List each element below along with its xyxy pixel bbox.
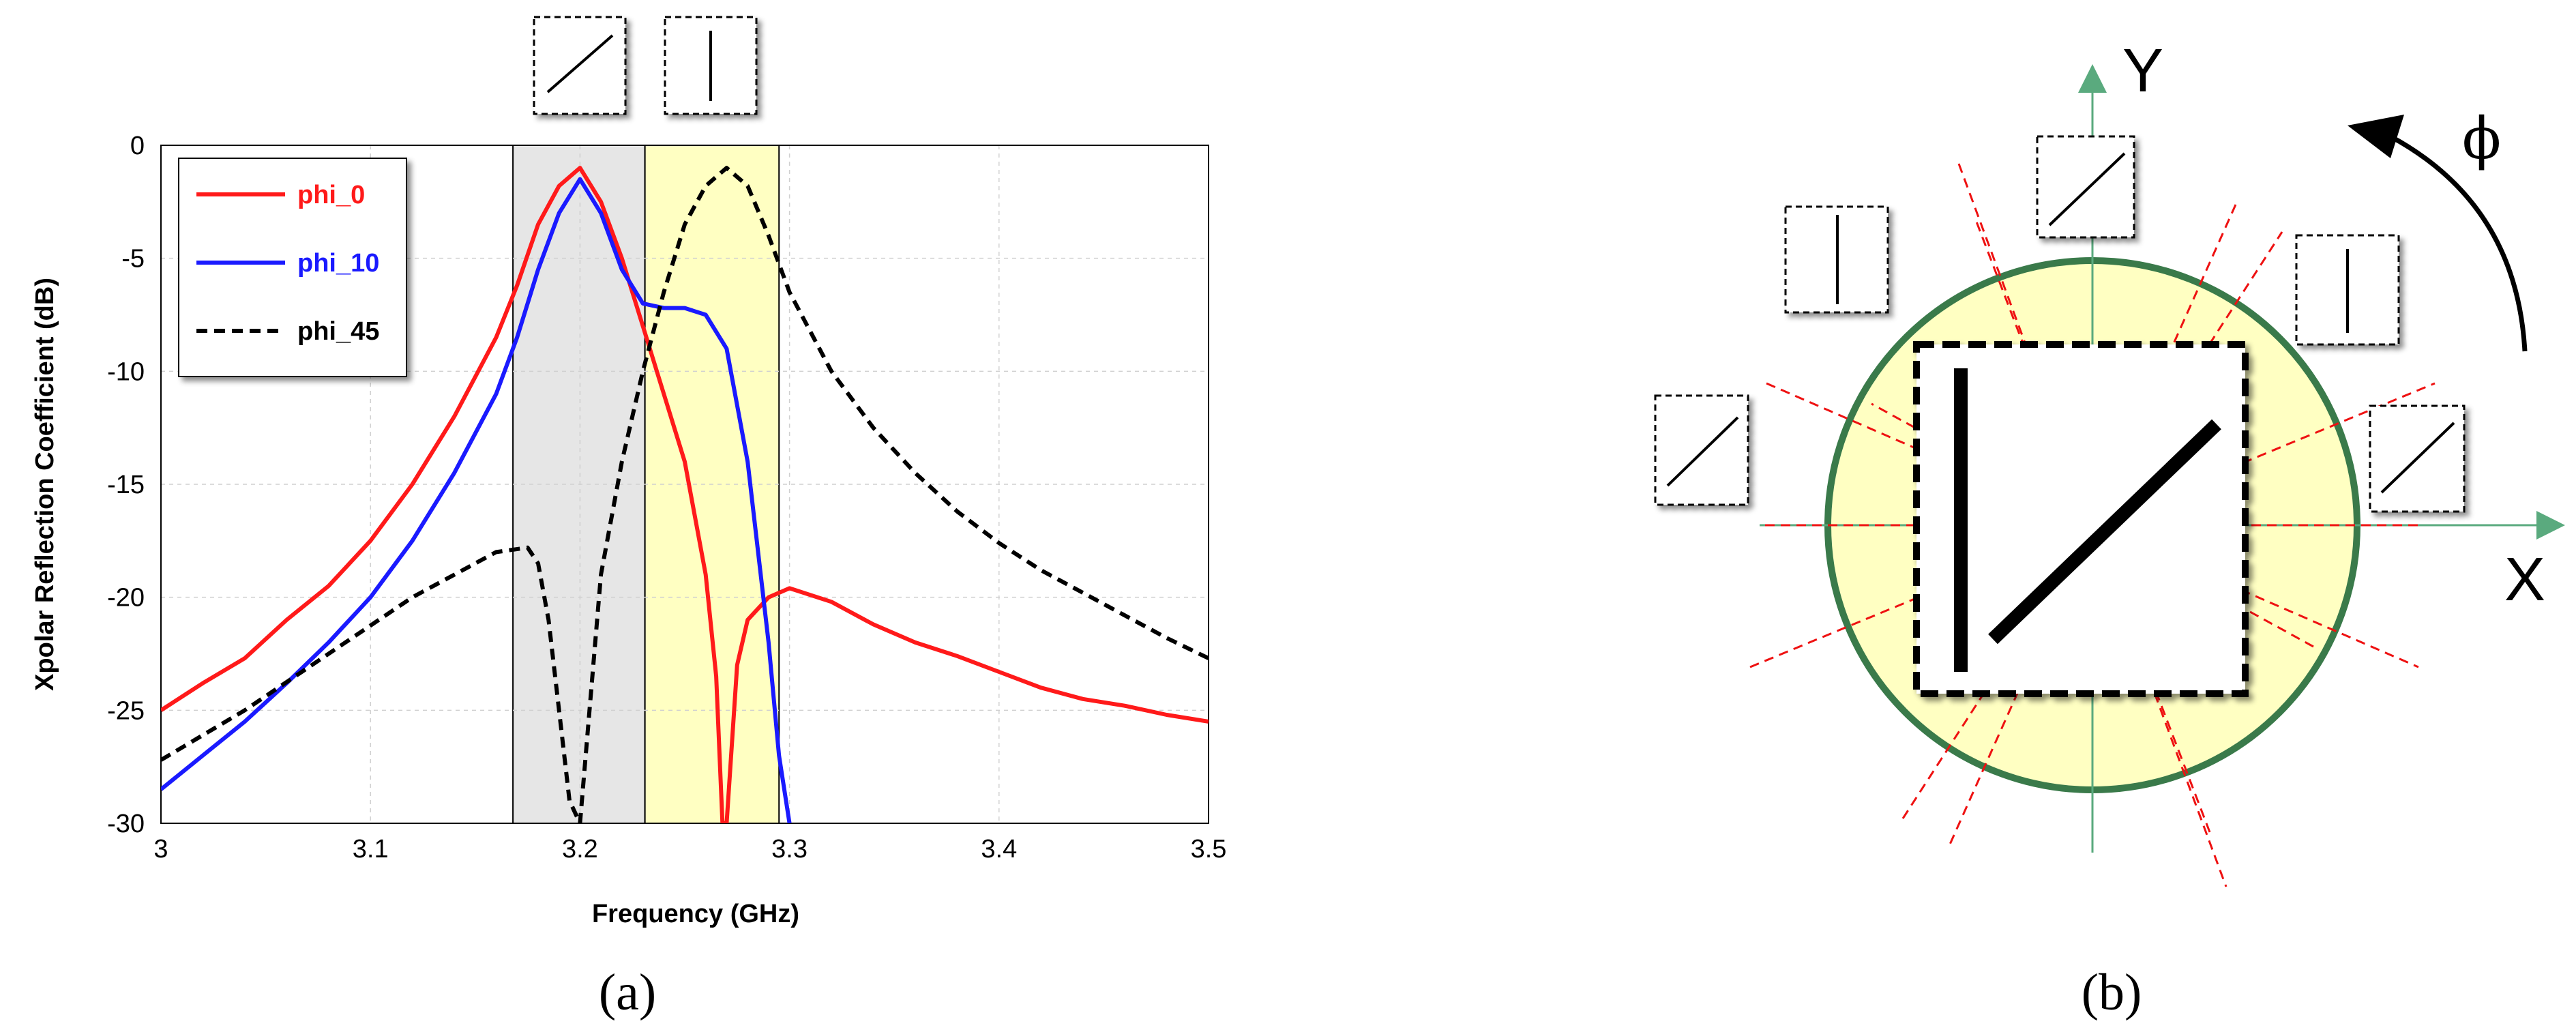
y-tick-label: 0 <box>130 132 145 160</box>
unit-cell-square <box>1913 341 2249 697</box>
diagonal-dipole <box>1988 419 2221 645</box>
icon-left-diagonal <box>1654 394 1749 506</box>
panel-label-a: (a) <box>599 964 656 1021</box>
panel-label-b: (b) <box>2082 964 2142 1021</box>
x-tick-label: 3.2 <box>562 835 598 864</box>
y-tick-label: -25 <box>107 696 145 725</box>
legend-items: phi_0 phi_10 phi_45 <box>196 181 379 346</box>
legend-label-phi_45: phi_45 <box>297 317 379 346</box>
x-axis-label: Frequency (GHz) <box>592 900 799 928</box>
chart-a: 3 3.1 3.2 3.3 3.4 3.5 0 -5 -10 -15 -20 -25 -30 Freq… <box>31 16 1226 1021</box>
x-tick-labels: 3 3.1 3.2 3.3 3.4 3.5 <box>153 835 1226 864</box>
y-tick-labels: 0 -5 -10 -15 -20 -25 -30 <box>107 132 145 838</box>
y-tick-label: -20 <box>107 584 145 613</box>
legend-label-phi_10: phi_10 <box>297 249 379 278</box>
polarization-icon-diagonal <box>533 16 627 115</box>
legend-label-phi_0: phi_0 <box>297 181 365 209</box>
x-tick-label: 3.3 <box>771 835 808 864</box>
x-axis-letter: X <box>2504 546 2545 614</box>
series-line-phi_45 <box>161 166 1209 823</box>
x-tick-label: 3.5 <box>1191 835 1227 864</box>
series-layer <box>161 166 1209 823</box>
icon-upper-right-vertical <box>2295 234 2400 346</box>
x-tick-label: 3.1 <box>353 835 389 864</box>
diagram-b: Y X ϕ (b) <box>1654 37 2565 1021</box>
icon-upper-left-vertical <box>1784 205 1889 314</box>
legend: phi_0 phi_10 phi_45 <box>178 158 407 377</box>
polarization-icon-vertical <box>664 16 758 115</box>
series-line-phi_10 <box>161 177 792 823</box>
icon-top-diagonal <box>2036 135 2135 239</box>
icon-right-diagonal <box>2369 404 2466 513</box>
series-line-phi_0 <box>161 166 1209 823</box>
y-tick-label: -5 <box>121 245 145 274</box>
y-axis-label: Xpolar Reflection Coefficient (dB) <box>31 278 59 691</box>
x-tick-label: 3.4 <box>981 835 1017 864</box>
y-axis-letter: Y <box>2122 37 2163 105</box>
phi-symbol: ϕ <box>2462 105 2501 172</box>
rotation-arrowhead <box>2348 115 2404 158</box>
plot-area-frame <box>160 145 1209 824</box>
y-tick-label: -10 <box>107 357 145 386</box>
x-tick-label: 3 <box>153 835 168 864</box>
y-tick-label: -15 <box>107 471 145 499</box>
y-tick-label: -30 <box>107 810 145 838</box>
rotation-arrow <box>2389 134 2528 352</box>
